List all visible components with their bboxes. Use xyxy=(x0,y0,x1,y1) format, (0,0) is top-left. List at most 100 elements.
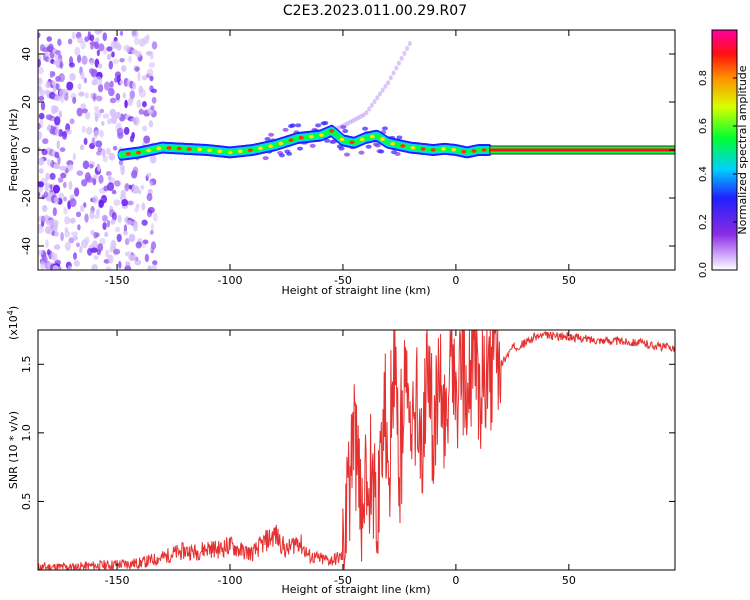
spectrogram-y-tick-label: 40 xyxy=(20,47,33,61)
noise-speckle xyxy=(134,66,140,72)
noise-speckle xyxy=(80,71,85,80)
noise-speckle xyxy=(141,202,146,211)
noise-speckle xyxy=(128,184,133,190)
noise-speckle xyxy=(38,123,41,130)
noise-speckle xyxy=(135,241,142,249)
ridge-peak-point xyxy=(125,152,131,156)
ridge-spread-point xyxy=(342,129,349,134)
noise-speckle xyxy=(93,105,99,112)
spectrogram-x-ticks: -150 -100 -50 0 50 xyxy=(105,30,576,287)
snr-x-tick-label: 0 xyxy=(452,574,459,587)
noise-speckle xyxy=(69,217,76,224)
noise-speckle xyxy=(118,261,122,269)
noise-speckle xyxy=(45,52,49,57)
ridge-peak-point xyxy=(227,150,233,155)
spectrogram-y-tick-label: -20 xyxy=(20,189,33,207)
noise-speckle xyxy=(76,170,84,176)
ridge-peak-point xyxy=(268,144,274,148)
noise-speckle xyxy=(142,239,149,245)
noise-speckle xyxy=(68,180,73,190)
spectrogram-panel: -150 -100 -50 0 50 -40 -20 0 20 40 Height of str… xyxy=(7,29,676,297)
noise-speckle xyxy=(49,70,54,79)
noise-speckle xyxy=(81,178,88,187)
noise-speckle xyxy=(80,40,86,50)
noise-speckle xyxy=(111,51,115,58)
snr-x-tick-label: 50 xyxy=(562,574,576,587)
upper-branch-point xyxy=(388,75,393,81)
noise-speckle xyxy=(90,45,94,50)
noise-speckle xyxy=(70,231,79,236)
upper-branch-point xyxy=(367,106,372,112)
noise-speckle xyxy=(106,219,111,228)
noise-speckle xyxy=(124,99,128,109)
ridge-peak-point xyxy=(471,149,477,153)
ridge-peak-point xyxy=(288,138,294,142)
noise-speckle xyxy=(54,151,60,159)
upper-branch-point xyxy=(380,87,385,93)
ridge-spread-point xyxy=(262,156,269,161)
noise-speckle xyxy=(152,260,158,266)
ridge-peak-point xyxy=(136,150,142,155)
noise-speckle xyxy=(124,265,132,270)
noise-speckle xyxy=(102,148,106,158)
noise-speckle xyxy=(138,85,144,94)
noise-speckle xyxy=(45,81,51,89)
ridge-peak-point xyxy=(186,147,192,151)
noise-speckle xyxy=(79,144,85,151)
upper-branch-point xyxy=(364,110,369,116)
noise-speckle xyxy=(145,33,150,41)
noise-speckle xyxy=(42,138,49,145)
noise-speckle xyxy=(116,233,122,243)
noise-speckle xyxy=(41,194,46,200)
noise-speckle xyxy=(39,89,45,98)
noise-speckle xyxy=(53,196,59,205)
noise-speckle xyxy=(92,93,97,102)
noise-speckle xyxy=(95,95,103,102)
noise-speckle xyxy=(134,259,142,266)
ridge-peak-point xyxy=(430,148,436,152)
noise-speckle xyxy=(54,127,60,137)
spectrogram-x-tick-label: -50 xyxy=(334,274,352,287)
noise-speckle xyxy=(121,198,129,207)
noise-speckle xyxy=(96,49,100,57)
noise-speckle xyxy=(133,116,140,126)
spectrogram-x-tick-label: -100 xyxy=(218,274,243,287)
snr-x-tick-label: -100 xyxy=(218,574,243,587)
noise-speckle xyxy=(145,50,153,56)
noise-speckle xyxy=(137,71,141,82)
colorbar-tick-label: 0.8 xyxy=(698,70,709,86)
noise-speckle xyxy=(149,181,153,187)
ridge-spread-point xyxy=(362,126,369,131)
noise-speckle xyxy=(93,214,100,220)
noise-speckle xyxy=(119,57,125,63)
noise-speckle xyxy=(45,220,53,226)
ridge-peak-point xyxy=(369,134,375,139)
noise-speckle xyxy=(44,225,52,234)
noise-speckle xyxy=(130,235,136,242)
noise-speckle xyxy=(99,108,105,114)
noise-speckle xyxy=(125,261,131,267)
noise-speckle xyxy=(81,55,88,65)
noise-speckle xyxy=(38,226,44,234)
noise-speckle xyxy=(44,89,50,95)
noise-speckle xyxy=(151,41,158,50)
noise-speckle xyxy=(77,83,82,90)
noise-speckle xyxy=(151,264,158,270)
noise-speckle xyxy=(147,265,152,270)
chart-title: C2E3.2023.011.00.29.R07 xyxy=(282,3,468,19)
noise-speckle xyxy=(57,177,64,183)
noise-speckle xyxy=(112,145,118,151)
noise-speckle xyxy=(83,137,88,146)
colorbar: 0.0 0.2 0.4 0.6 0.8 Normalized spectral ampl… xyxy=(698,29,749,278)
noise-speckle xyxy=(126,101,133,107)
noise-speckle xyxy=(97,84,104,93)
colorbar-gradient xyxy=(711,29,738,271)
ridge-peak-point xyxy=(247,148,253,153)
noise-speckle xyxy=(71,31,76,40)
noise-speckle xyxy=(146,193,153,202)
noise-speckle xyxy=(95,140,103,148)
ridge-peak-point xyxy=(176,146,182,151)
ridge-peak-point xyxy=(420,147,426,151)
spectrogram-x-tick-label: 0 xyxy=(452,274,459,287)
noise-speckle xyxy=(78,91,85,97)
